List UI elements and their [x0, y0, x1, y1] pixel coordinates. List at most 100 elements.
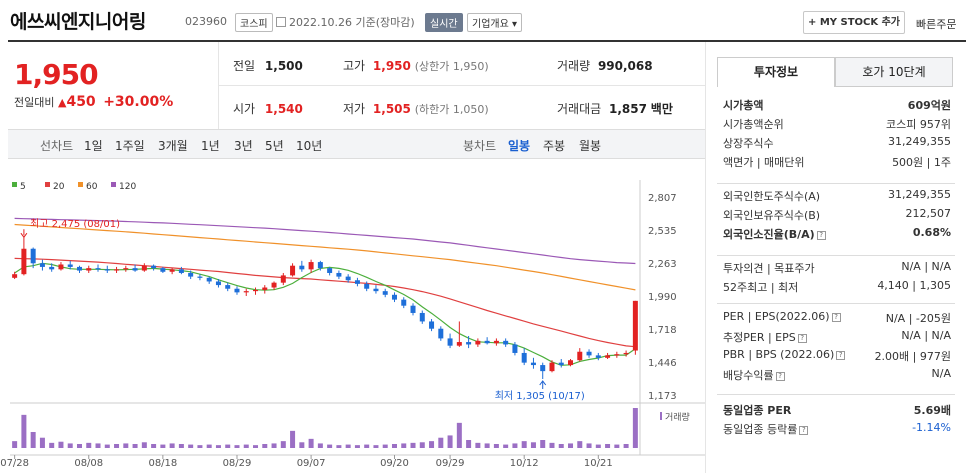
chevron-down-icon: ▾ — [512, 19, 518, 30]
candle-body — [568, 360, 574, 366]
legend-swatch — [111, 182, 116, 187]
volume-bar — [169, 443, 175, 448]
volume-bar — [178, 444, 184, 448]
high-price: 고가 1,950 (상한가 1,950) — [343, 59, 489, 73]
candle-body — [475, 340, 481, 345]
help-icon[interactable]: ? — [797, 334, 807, 343]
tab-3m[interactable]: 3개월 — [158, 139, 188, 153]
volume-bar — [30, 432, 36, 448]
info-row: 외국인한도주식수(A) 31,249,355 — [723, 188, 951, 204]
candle-body — [382, 291, 388, 295]
header-divider — [8, 40, 966, 42]
candle-body — [49, 266, 55, 270]
volume-bar — [12, 441, 18, 448]
help-icon[interactable]: ? — [831, 313, 841, 322]
candle-body — [512, 344, 518, 353]
y-tick-label: 1,173 — [648, 391, 677, 402]
company-info-button[interactable]: 기업개요 ▾ — [467, 13, 523, 32]
volume-bar — [308, 438, 314, 448]
candle-body — [178, 269, 184, 273]
quick-order-button[interactable]: 빠른주문 — [916, 18, 957, 31]
info-label: 액면가 | 매매단위 — [723, 156, 805, 169]
high-annotation: 최고 2,475 (08/01) — [30, 218, 120, 230]
candle-body — [141, 265, 147, 271]
volume-bar — [419, 442, 425, 448]
tab-invest-info[interactable]: 투자정보 — [717, 57, 835, 87]
volume-bar — [206, 444, 212, 448]
tab-5y[interactable]: 5년 — [265, 139, 284, 153]
volume-bar — [151, 444, 157, 448]
candle-body — [308, 262, 314, 270]
volume-bar — [540, 440, 546, 448]
volume-bar — [290, 430, 296, 448]
market-badge: 코스피 — [235, 13, 273, 32]
help-icon[interactable]: ? — [836, 351, 846, 360]
tab-daily[interactable]: 일봉 — [508, 139, 531, 153]
y-tick-label: 2,807 — [648, 193, 677, 204]
tab-10y[interactable]: 10년 — [296, 139, 323, 153]
volume-bar — [410, 442, 416, 448]
info-value: 500원 | 1주 — [892, 156, 951, 169]
volume-bar — [299, 442, 305, 448]
help-icon[interactable]: ? — [799, 426, 809, 435]
candle-body — [354, 280, 360, 284]
plus-icon: + — [807, 17, 820, 28]
realtime-badge[interactable]: 실시간 — [425, 13, 463, 32]
current-price: 1,950 — [14, 58, 99, 91]
legend-swatch — [45, 182, 50, 187]
candle-body — [391, 294, 397, 300]
tab-1y[interactable]: 1년 — [201, 139, 220, 153]
volume-bar — [614, 444, 620, 448]
volume-bar — [141, 442, 147, 448]
info-label: 시가총액순위 — [723, 118, 784, 131]
volume-bar — [391, 444, 397, 448]
candle-body — [632, 300, 638, 351]
prev-close: 전일 1,500 — [233, 59, 303, 73]
candle-body — [262, 287, 268, 290]
candle-body — [58, 264, 64, 270]
price-change: 전일대비 ▲450 +30.00% — [14, 94, 174, 110]
candle-body — [484, 340, 490, 344]
candle-body — [197, 276, 203, 278]
ma20-line — [14, 257, 636, 348]
volume: 거래량 990,068 — [557, 59, 653, 73]
add-mystock-button[interactable]: + MY STOCK 추가 — [803, 11, 905, 34]
ma60-line — [14, 223, 636, 291]
volume-bar — [521, 441, 527, 448]
tab-1d[interactable]: 1일 — [84, 139, 103, 153]
volume-bar — [262, 444, 268, 448]
candle-body — [345, 276, 351, 281]
legend-label: 120 — [119, 182, 136, 192]
candle-body — [290, 265, 296, 276]
candle-body — [169, 269, 175, 272]
volume-bar — [623, 444, 629, 448]
legend-swatch — [78, 182, 83, 187]
tab-ask-levels[interactable]: 호가 10단계 — [835, 57, 953, 87]
candle-body — [586, 351, 592, 356]
info-row: 동일업종 PER 5.69배 — [723, 402, 951, 418]
help-icon[interactable]: ? — [775, 372, 785, 381]
volume-bar — [114, 444, 120, 448]
volume-bar — [549, 442, 555, 448]
candle-body — [605, 355, 611, 358]
info-row: 상장주식수 31,249,355 — [723, 135, 951, 151]
help-icon[interactable]: ? — [816, 231, 826, 240]
candle-body — [243, 291, 249, 293]
volume-bar — [530, 442, 536, 448]
y-tick-label: 1,990 — [648, 292, 677, 303]
candle-body — [595, 355, 601, 358]
tab-1w[interactable]: 1주일 — [115, 139, 145, 153]
candle-body — [253, 289, 259, 292]
tab-3y[interactable]: 3년 — [234, 139, 253, 153]
info-label: 추정PER | EPS — [723, 331, 796, 344]
candle-body — [30, 248, 36, 264]
tab-weekly[interactable]: 주봉 — [543, 139, 566, 153]
candle-body — [540, 365, 546, 372]
panel-divider — [717, 394, 955, 395]
candle-body — [280, 275, 286, 283]
tab-monthly[interactable]: 월봉 — [579, 139, 602, 153]
volume-bar — [234, 445, 240, 448]
candle-body — [373, 288, 379, 292]
info-label: PER | EPS(2022.06) — [723, 310, 830, 323]
price-chart[interactable]: 5 20 60 120 2,807 2,535 2,263 1,990 1,718 1,446 1,… — [0, 160, 705, 473]
